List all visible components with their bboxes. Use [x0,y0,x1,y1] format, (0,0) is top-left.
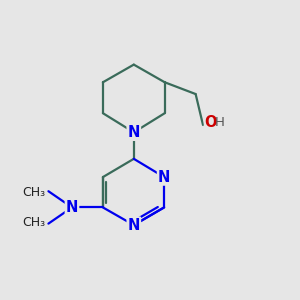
Text: N: N [158,169,170,184]
Text: CH₃: CH₃ [22,186,46,199]
Text: N: N [128,218,140,232]
Text: O: O [205,115,217,130]
Text: CH₃: CH₃ [22,216,46,229]
Text: N: N [128,125,140,140]
Text: N: N [66,200,78,215]
Text: H: H [215,116,225,128]
